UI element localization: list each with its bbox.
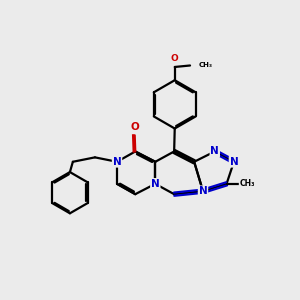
- Text: N: N: [210, 146, 219, 157]
- Text: N: N: [199, 186, 207, 196]
- Text: CH₃: CH₃: [239, 179, 255, 188]
- Text: N: N: [230, 157, 238, 167]
- Text: N: N: [112, 157, 122, 167]
- Text: N: N: [151, 179, 160, 189]
- Text: O: O: [130, 122, 139, 132]
- Text: CH₃: CH₃: [199, 62, 213, 68]
- Text: O: O: [171, 54, 178, 63]
